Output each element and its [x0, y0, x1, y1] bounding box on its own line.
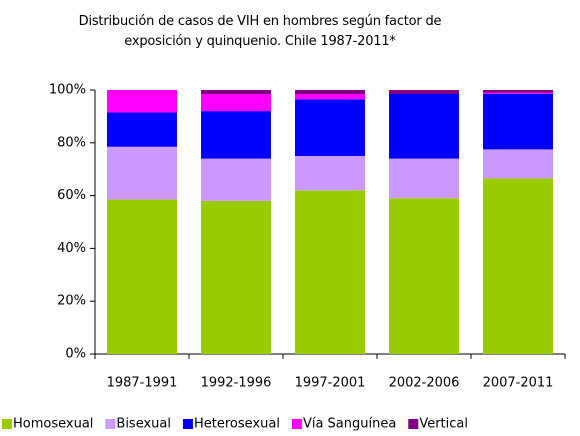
x-tick-label: 1987-1991 — [107, 376, 178, 391]
bar-segment — [201, 158, 271, 201]
bar-segment — [107, 146, 177, 200]
bar-segment — [107, 90, 177, 113]
bar-segment — [201, 200, 271, 354]
bar-segment — [389, 158, 459, 199]
bar-segment — [483, 90, 553, 93]
bar-segment — [295, 190, 365, 354]
bar-segment — [483, 93, 553, 150]
bar-segment — [389, 198, 459, 354]
legend-swatch — [183, 419, 193, 429]
bar-segment — [201, 111, 271, 159]
legend-label: Bisexual — [116, 417, 171, 432]
bar-segment — [389, 93, 459, 159]
bar-segment — [201, 90, 271, 94]
chart-title: Distribución de casos de VIH en hombres … — [78, 14, 442, 49]
legend-swatch — [291, 419, 302, 429]
y-tick-label: 0% — [65, 347, 86, 362]
y-tick-label: 100% — [49, 83, 86, 98]
bar-segment — [295, 156, 365, 191]
y-tick-label: 60% — [57, 188, 86, 203]
bar-segment — [107, 199, 177, 354]
bar-segment — [483, 92, 553, 94]
bar-segment — [295, 90, 365, 94]
bar-segment — [483, 178, 553, 354]
legend-swatch — [2, 419, 12, 429]
x-tick-label: 2002-2006 — [389, 376, 460, 391]
y-tick-label: 40% — [57, 241, 86, 256]
legend-label: Vertical — [419, 417, 468, 432]
bar-segment — [389, 90, 459, 94]
bar-segment — [295, 93, 365, 100]
legend-label: Vía Sanguínea — [303, 417, 396, 432]
bar-segment — [483, 149, 553, 179]
y-tick-label: 80% — [57, 135, 86, 150]
legend-swatch — [408, 419, 419, 429]
bar-segment — [107, 112, 177, 147]
bar-segment — [295, 99, 365, 156]
y-tick-label: 20% — [57, 294, 86, 309]
x-tick-label: 1992-1996 — [201, 376, 272, 391]
x-tick-label: 1997-2001 — [295, 376, 366, 391]
bar-segment — [201, 93, 271, 112]
legend-label: Homosexual — [13, 417, 93, 432]
legend-swatch — [105, 419, 116, 429]
x-tick-label: 2007-2011 — [483, 376, 554, 391]
legend-label: Heterosexual — [194, 417, 280, 432]
